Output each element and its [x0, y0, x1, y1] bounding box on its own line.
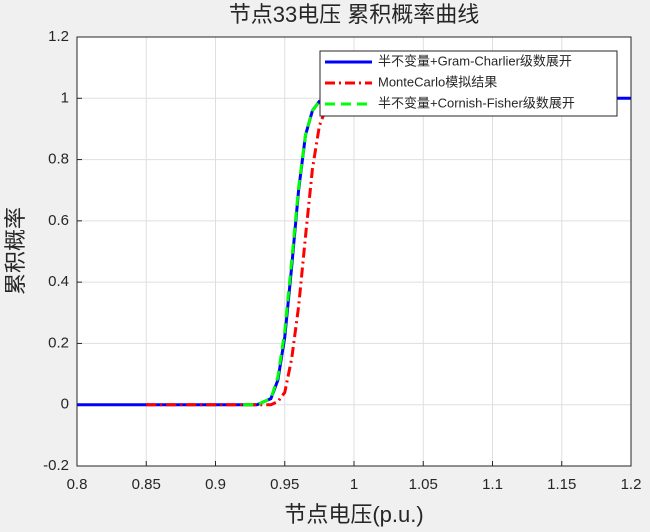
x-tick-label: 1.2	[621, 476, 642, 493]
x-tick-label: 1	[350, 476, 358, 493]
legend-label: 半不变量+Cornish-Fisher级数展开	[378, 95, 575, 110]
x-tick-label: 1.1	[482, 476, 503, 493]
y-tick-label: 0	[61, 396, 69, 413]
x-tick-label: 1.15	[547, 476, 576, 493]
y-tick-label: 0.2	[48, 334, 69, 351]
y-tick-label: 1.2	[48, 28, 69, 45]
x-tick-label: 0.8	[67, 476, 88, 493]
y-tick-label: 0.6	[48, 212, 69, 229]
y-tick-label: 1	[61, 89, 69, 106]
x-tick-label: 1.05	[409, 476, 438, 493]
x-tick-label: 0.9	[205, 476, 226, 493]
x-tick-label: 0.95	[270, 476, 299, 493]
chart-title: 节点33电压 累积概率曲线	[229, 2, 480, 27]
x-tick-label: 0.85	[132, 476, 161, 493]
y-tick-label: -0.2	[43, 457, 69, 474]
y-axis-label: 累积概率	[3, 207, 28, 295]
y-tick-label: 0.4	[48, 273, 69, 290]
y-tick-label: 0.8	[48, 151, 69, 168]
x-axis-label: 节点电压(p.u.)	[284, 502, 423, 527]
legend-label: 半不变量+Gram-Charlier级数展开	[378, 53, 572, 68]
legend-label: MonteCarlo模拟结果	[378, 74, 497, 89]
plot-border	[76, 36, 632, 467]
